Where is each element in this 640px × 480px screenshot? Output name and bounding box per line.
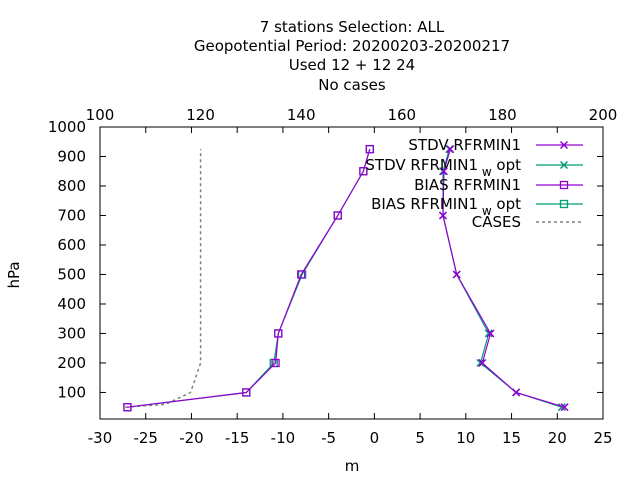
y-tick-label: 600 <box>57 236 86 254</box>
data-point <box>560 403 569 412</box>
x-tick-label: 0 <box>370 429 380 447</box>
data-point-stroke <box>484 329 493 338</box>
data-point <box>446 145 455 154</box>
data-point-stroke <box>438 211 447 220</box>
data-point <box>557 403 566 412</box>
legend-label-subscript: w <box>478 204 492 218</box>
series-line <box>442 148 565 408</box>
legend-label: CASES <box>472 213 521 231</box>
y-tick-label: 900 <box>57 147 86 165</box>
x-tick-label: 25 <box>593 429 612 447</box>
data-point-stroke <box>486 329 495 338</box>
x-tick-label: -30 <box>88 429 113 447</box>
data-point <box>452 270 461 279</box>
data-point <box>359 167 368 176</box>
y-tick-label: 200 <box>57 354 86 372</box>
data-point <box>333 211 342 220</box>
x2-tick-label: 180 <box>488 106 517 124</box>
data-point <box>559 140 569 150</box>
y-tick-label: 100 <box>57 383 86 401</box>
y-tick-label: 700 <box>57 206 86 224</box>
data-point <box>297 270 306 279</box>
data-point-stroke <box>439 167 448 176</box>
y-tick-label: 500 <box>57 265 86 283</box>
plot-area: -30 -25 -20 -15 -10 -5 0 5 10 15 20 25 100 120 140 160 1… <box>48 106 618 447</box>
x-tick-label: 5 <box>415 429 425 447</box>
data-point <box>478 358 487 367</box>
x2-tick-label: 120 <box>186 106 215 124</box>
series-line <box>125 149 202 408</box>
series-group <box>123 144 374 412</box>
data-point <box>242 388 251 397</box>
data-point <box>512 388 521 397</box>
y-tick-label: 300 <box>57 324 86 342</box>
x-tick-label: 20 <box>548 429 567 447</box>
title-line: No cases <box>318 76 386 94</box>
data-point <box>438 211 447 220</box>
data-point-stroke <box>512 388 521 397</box>
series-line <box>127 148 371 408</box>
y-tick-label: 800 <box>57 177 86 195</box>
data-point <box>486 329 495 338</box>
x-tick-label: 10 <box>456 429 475 447</box>
x2-tick-label: 200 <box>589 106 618 124</box>
y-tick-label: 1000 <box>48 118 86 136</box>
y-axis-label: hPa <box>5 261 23 288</box>
series-line <box>127 148 371 408</box>
legend-label: STDV RFRMIN1 <box>408 136 521 154</box>
x2-tick-label: 100 <box>86 106 115 124</box>
x-axis-label: m <box>345 457 360 475</box>
data-point-stroke <box>560 403 569 412</box>
legend-label-suffix: opt <box>492 156 521 174</box>
x-tick-label: -15 <box>225 429 250 447</box>
title-line: Geopotential Period: 20200203-20200217 <box>194 37 510 55</box>
x-tick-label: -5 <box>321 429 336 447</box>
data-point <box>274 329 283 338</box>
x-tick-label: -25 <box>133 429 158 447</box>
x-tick-label: -20 <box>179 429 204 447</box>
data-point <box>484 329 493 338</box>
data-point-stroke <box>559 140 569 150</box>
x2-tick-label: 160 <box>387 106 416 124</box>
title-line: Used 12 + 12 24 <box>289 56 415 74</box>
data-point <box>123 403 132 412</box>
data-point <box>439 167 448 176</box>
x-tick-label: 15 <box>502 429 521 447</box>
series-group <box>123 144 374 412</box>
data-point-stroke <box>452 270 461 279</box>
x2-tick-label: 140 <box>287 106 316 124</box>
data-point-stroke <box>478 358 487 367</box>
y-tick-label: 400 <box>57 295 86 313</box>
legend-label: BIAS RFRMIN1 <box>414 176 521 194</box>
series-group <box>438 145 569 412</box>
data-point <box>365 144 374 154</box>
data-point <box>559 160 569 170</box>
data-point <box>559 199 569 209</box>
legend-label-subscript: w <box>478 165 492 179</box>
plot-border <box>99 126 604 420</box>
data-point <box>559 180 569 190</box>
series-group <box>125 149 202 408</box>
data-point-stroke <box>559 160 569 170</box>
title-line: 7 stations Selection: ALL <box>260 18 445 36</box>
data-point-stroke <box>446 145 455 154</box>
x-tick-label: -10 <box>271 429 296 447</box>
legend-label-suffix: opt <box>492 195 521 213</box>
data-point <box>271 358 280 368</box>
data-point-stroke <box>557 403 566 412</box>
